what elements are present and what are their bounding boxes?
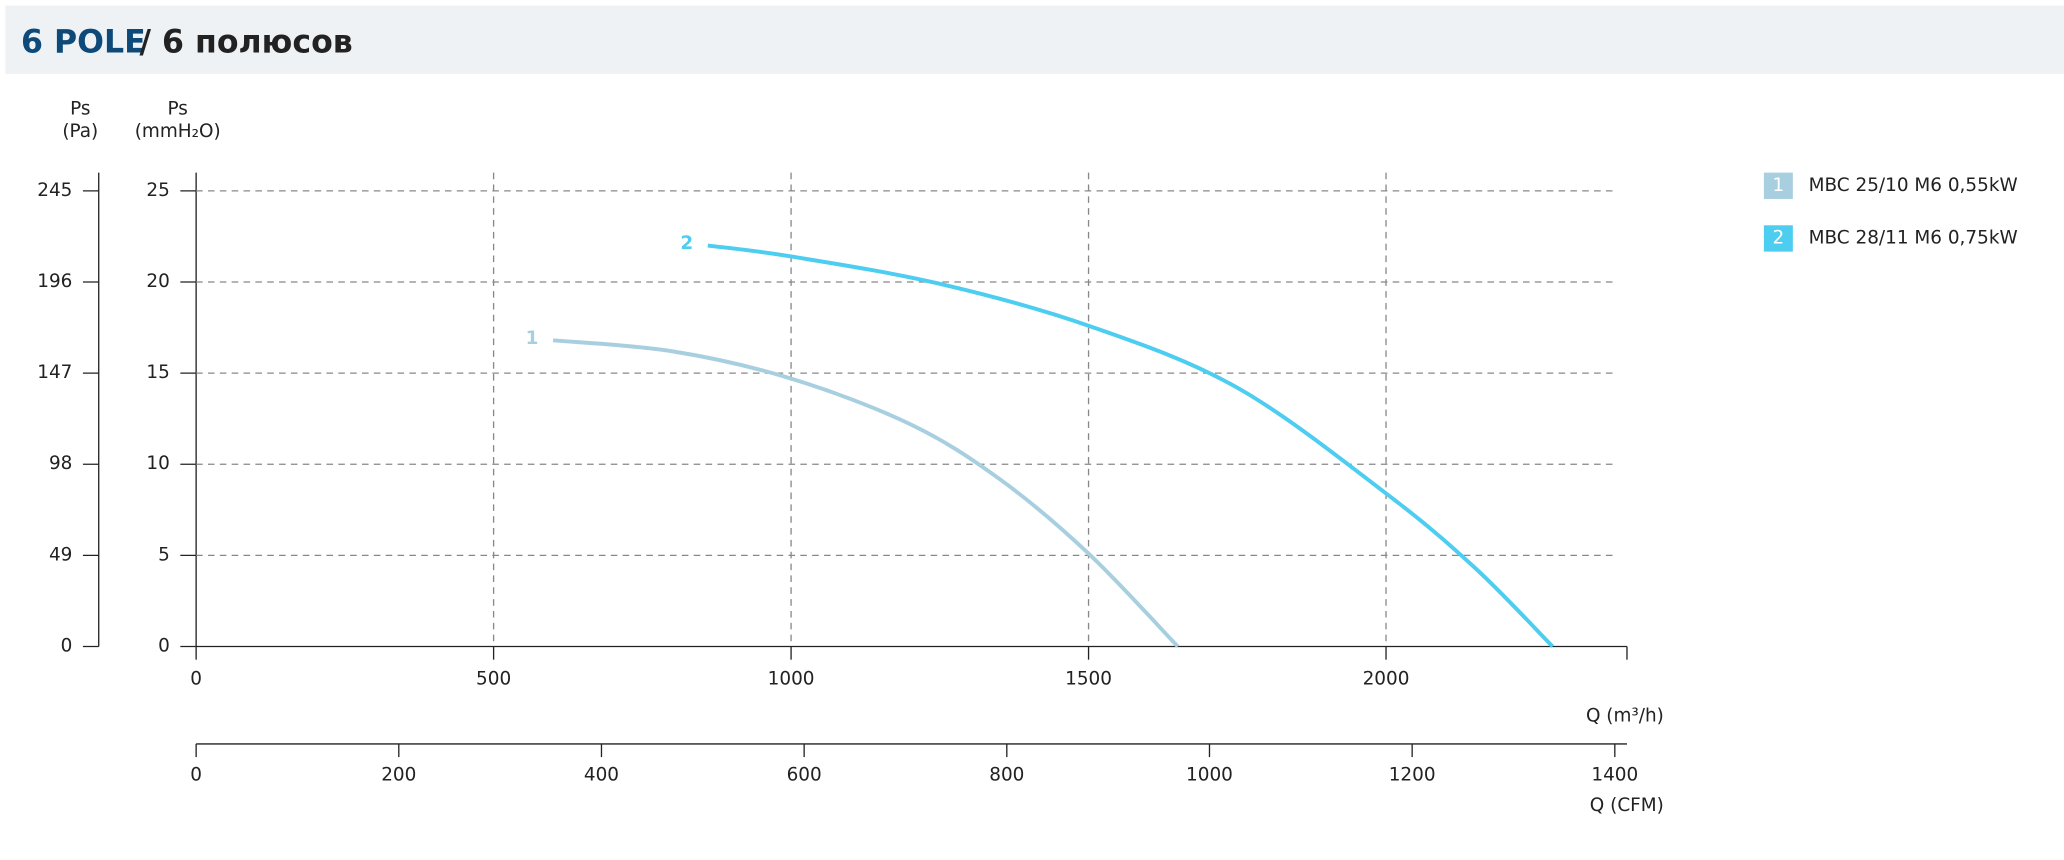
y2-unit: (Pa) <box>62 121 98 142</box>
legend-label: MBC 25/10 M6 0,55kW <box>1809 175 2018 196</box>
y-tick-label: 5 <box>158 544 170 565</box>
y2-tick-label: 147 <box>37 362 72 383</box>
header-subtitle: / 6 полюсов <box>140 25 353 61</box>
x2-tick-label: 1200 <box>1389 765 1436 786</box>
y-tick-label: 20 <box>146 271 169 292</box>
curve-label: 2 <box>680 233 693 254</box>
x-tick-label: 2000 <box>1363 668 1410 689</box>
x-tick-label: 0 <box>190 668 202 689</box>
x2-tick-label: 800 <box>989 765 1024 786</box>
x-tick-label: 500 <box>476 668 511 689</box>
legend-swatch <box>1763 225 1793 252</box>
y2-tick-label: 49 <box>49 544 72 565</box>
y2-label: Ps <box>70 98 90 119</box>
y-tick-label: 15 <box>146 362 169 383</box>
y-tick-label: 0 <box>158 636 170 657</box>
y-label: Ps <box>168 98 188 119</box>
x2-tick-label: 1000 <box>1186 765 1233 786</box>
y-tick-label: 10 <box>146 453 169 474</box>
y2-tick-label: 245 <box>37 180 72 201</box>
header-bar <box>5 5 2064 74</box>
y-tick-label: 25 <box>146 180 169 201</box>
legend-label: MBC 28/11 M6 0,75kW <box>1809 227 2018 248</box>
legend-number: 1 <box>1772 175 1784 196</box>
x2-tick-label: 200 <box>381 765 416 786</box>
x2-tick-label: 400 <box>584 765 619 786</box>
header-title: 6 POLE <box>21 25 146 61</box>
x-label: Q (m³/h) <box>1586 705 1664 726</box>
y2-tick-label: 98 <box>49 453 72 474</box>
x-tick-label: 1500 <box>1065 668 1112 689</box>
x2-label: Q (CFM) <box>1590 795 1664 816</box>
y2-tick-label: 196 <box>37 271 72 292</box>
curve <box>707 243 1555 648</box>
legend-number: 2 <box>1772 227 1784 248</box>
x-tick-label: 1000 <box>768 668 815 689</box>
y2-tick-label: 0 <box>61 636 73 657</box>
legend-swatch <box>1763 172 1793 199</box>
y-unit: (mmH₂O) <box>135 121 221 142</box>
x2-tick-label: 0 <box>190 765 202 786</box>
curve-label: 1 <box>526 328 539 349</box>
x2-tick-label: 1400 <box>1591 765 1638 786</box>
x2-tick-label: 600 <box>787 765 822 786</box>
curve <box>552 338 1180 648</box>
